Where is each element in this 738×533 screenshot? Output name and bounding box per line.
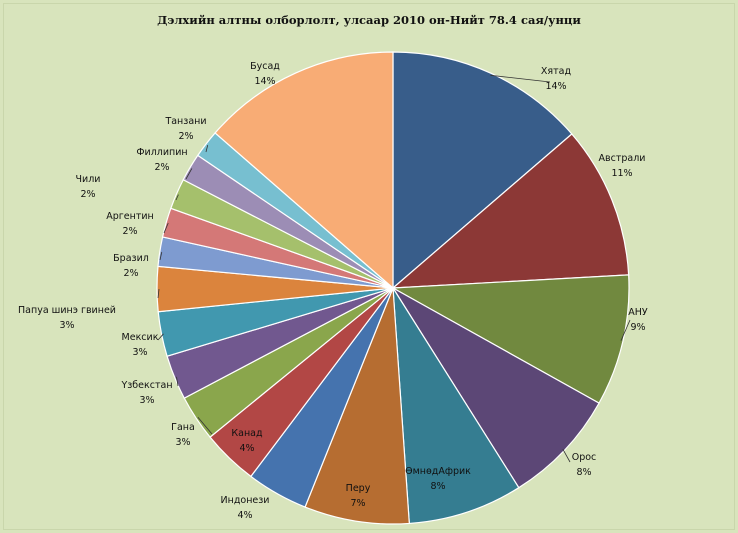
slice-percent-4: 8% [576, 467, 591, 478]
slice-percent-10: 3% [139, 395, 154, 406]
leader-line-16 [185, 168, 193, 180]
slice-percent-13: 2% [123, 268, 138, 279]
slice-percent-18: 14% [254, 76, 275, 87]
slice-percent-5: 8% [430, 481, 445, 492]
slice-percent-14: 2% [122, 226, 137, 237]
pie-slice-3 [390, 274, 630, 404]
slice-label-10: Үзбекстан [120, 380, 172, 391]
slice-label-7: Индонези [221, 495, 270, 506]
pie-slice-18 [214, 51, 394, 290]
leader-line-10 [176, 376, 179, 387]
slice-label-13: Бразил [113, 253, 149, 264]
slice-percent-17: 2% [178, 131, 193, 142]
pie-slice-5 [392, 287, 520, 525]
slice-label-15: Чили [76, 174, 101, 185]
leader-line-14 [163, 222, 169, 234]
leader-line-15 [175, 194, 179, 201]
slice-label-6: Перу [346, 483, 371, 494]
slice-label-4: Орос [572, 452, 597, 463]
leader-line-9 [197, 416, 213, 435]
slice-percent-7: 4% [237, 510, 252, 521]
slice-label-11: Мексик [122, 332, 159, 343]
slice-label-9: Гана [171, 422, 195, 433]
slice-percent-8: 4% [239, 443, 254, 454]
slice-percent-2: 11% [611, 168, 632, 179]
slice-percent-6: 7% [350, 498, 365, 509]
slice-label-1: Хятад [541, 66, 572, 77]
slice-percent-1: 14% [545, 81, 566, 92]
slice-label-17: Танзани [164, 116, 206, 127]
leader-line-1 [490, 74, 551, 83]
slice-label-14: Аргентин [106, 211, 154, 222]
slice-label-12: Папуа шинэ гвиней [18, 305, 116, 316]
pie-slice-6 [304, 287, 410, 525]
leader-line-17 [205, 145, 209, 153]
leader-line-4 [562, 448, 571, 463]
slice-percent-9: 3% [175, 437, 190, 448]
pie-slice-4 [392, 287, 600, 489]
slice-percent-12: 3% [59, 320, 74, 331]
leader-line-11 [157, 333, 164, 341]
pie-slice-1 [392, 51, 573, 290]
slice-percent-3: 9% [630, 322, 645, 333]
pie-slice-2 [391, 133, 630, 289]
leader-line-3 [620, 319, 631, 341]
slice-percent-11: 3% [132, 347, 147, 358]
leader-line-12 [157, 289, 160, 299]
slice-label-8: Канад [231, 428, 263, 439]
slice-label-3: АНУ [628, 307, 648, 318]
slice-percent-15: 2% [80, 189, 95, 200]
slice-percent-16: 2% [154, 162, 169, 173]
slice-label-18: Бусад [250, 61, 280, 72]
leader-line-13 [159, 251, 163, 261]
slice-label-16: Филлипин [136, 147, 187, 158]
chart-title: Дэлхийн алтны олборлолт, улсаар 2010 он-… [157, 13, 581, 27]
slice-label-5: ӨмнөдАфрик [405, 466, 471, 477]
slice-label-2: Австрали [599, 153, 646, 164]
